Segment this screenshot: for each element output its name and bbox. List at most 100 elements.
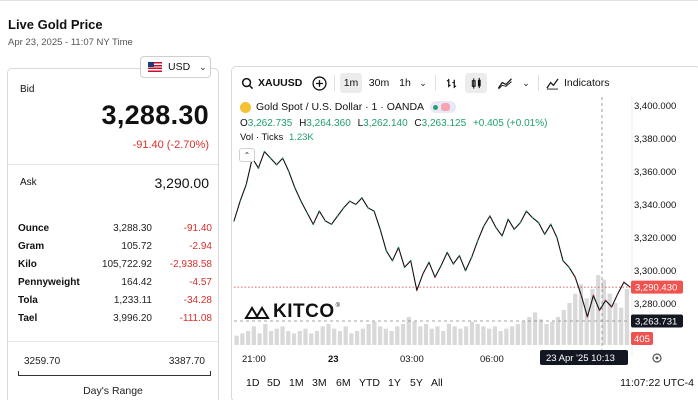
instrument-legend: Gold Spot / U.S. Dollar · 1 · OANDA	[240, 101, 457, 113]
volume-bar	[538, 319, 543, 345]
period-6m[interactable]: 6M	[336, 377, 351, 389]
bar-style-button[interactable]	[442, 73, 460, 93]
volume-bar	[607, 293, 612, 345]
volume-bar	[498, 331, 503, 345]
volume-bar	[320, 326, 325, 345]
days-range-high: 3387.70	[168, 356, 205, 367]
period-ytd[interactable]: YTD	[359, 377, 380, 389]
price-point	[281, 157, 284, 160]
ohlc-high: 3,264.360	[306, 118, 351, 129]
price-point	[543, 233, 546, 236]
currency-select[interactable]: USD ⌄	[140, 56, 211, 78]
collapse-legend-button[interactable]: ⌃	[239, 148, 255, 162]
settings-gear-icon-center	[655, 356, 659, 360]
settings-gear-icon	[652, 353, 662, 363]
price-point	[300, 200, 302, 203]
search-icon	[241, 77, 254, 89]
chart-type-dropdown-button[interactable]: ⌄	[520, 73, 532, 93]
volume-bar	[458, 328, 463, 345]
ohlc-low-label: L	[357, 118, 364, 129]
price-point	[568, 266, 570, 269]
unit-price: 3,996.20	[113, 313, 152, 324]
volume-bar	[452, 326, 457, 345]
ohlc-high-label: H	[299, 118, 307, 129]
price-point	[379, 228, 382, 231]
indicators-label: Indicators	[564, 77, 610, 89]
timeframe-1m[interactable]: 1m	[340, 73, 362, 93]
candles-style-button[interactable]	[465, 73, 487, 93]
x-tick-label: 06:00	[480, 354, 504, 365]
volume-bar	[268, 331, 274, 345]
volume-bar	[423, 324, 429, 345]
volume-bar	[624, 289, 629, 345]
period-all[interactable]: All	[431, 377, 443, 389]
price-point	[397, 246, 400, 249]
period-1y[interactable]: 1Y	[388, 377, 401, 389]
volume-bar	[274, 328, 279, 345]
price-point	[422, 273, 424, 275]
quote-panel	[7, 68, 219, 400]
period-3m[interactable]: 3M	[312, 377, 327, 389]
period-5y[interactable]: 5Y	[410, 377, 423, 389]
volume-bar	[309, 333, 314, 345]
timeframe-1h[interactable]: 1h	[399, 77, 411, 89]
volume-bar	[234, 335, 239, 345]
period-1m[interactable]: 1M	[289, 377, 304, 389]
y-tick-label: 3,280.000	[634, 299, 676, 310]
volume-bar	[555, 317, 561, 345]
period-1d[interactable]: 1D	[246, 377, 260, 389]
price-point	[452, 263, 455, 265]
volume-bar	[578, 284, 584, 345]
price-point	[482, 225, 485, 227]
ohlc-open-label: O	[240, 118, 248, 129]
price-point	[415, 289, 418, 292]
price-point	[440, 264, 442, 267]
chevron-up-icon: ⌃	[243, 150, 251, 160]
ohlc-close: 3,263.125	[421, 118, 467, 129]
unit-row-tael: Tael 3,996.20 -111.08	[18, 313, 212, 329]
price-point	[336, 215, 339, 217]
volume-bar	[584, 298, 589, 345]
price-chart-widget: XAUUSD 1m 30m 1h ⌄ ⌄ Indicators 3,280.0	[231, 66, 698, 400]
volume-bar	[550, 321, 555, 345]
price-point	[245, 183, 248, 186]
indicators-button[interactable]: Indicators	[546, 73, 618, 93]
symbol-search-button[interactable]: XAUUSD	[238, 73, 304, 93]
volume-bar	[475, 324, 480, 345]
top-divider	[0, 0, 698, 1]
currency-select-value: USD	[168, 61, 191, 73]
price-point	[257, 167, 260, 169]
divider	[8, 164, 218, 165]
period-5d[interactable]: 5D	[267, 377, 281, 389]
unit-name: Pennyweight	[18, 277, 80, 288]
volume-bar	[412, 321, 417, 345]
volume-bar	[355, 331, 360, 345]
volume-tag-bg	[631, 332, 653, 345]
market-status-badge[interactable]	[430, 101, 457, 113]
unit-change: -91.40	[183, 223, 212, 234]
price-plot[interactable]: 3,280.000 3,300.000 3,320.000 3,340.000 3,36…	[232, 67, 698, 400]
volume-tag: 405	[634, 334, 650, 345]
days-range-bar	[18, 371, 211, 376]
volume-bar	[429, 328, 434, 345]
chevron-down-icon: ⌄	[199, 61, 207, 72]
price-point	[580, 294, 583, 297]
volume-bar	[383, 328, 388, 345]
symbol-label: XAUUSD	[258, 77, 303, 89]
unit-change: -4.57	[189, 277, 212, 288]
area-style-button[interactable]	[494, 73, 516, 93]
timeframe-30m[interactable]: 30m	[368, 77, 390, 89]
area-chart-icon	[497, 77, 512, 89]
timeframe-dropdown-button[interactable]: ⌄	[417, 73, 429, 93]
y-tick-label: 3,320.000	[634, 233, 676, 244]
price-point	[629, 286, 631, 288]
volume-bar	[504, 328, 509, 345]
compare-symbol-button[interactable]	[310, 73, 328, 93]
price-point	[312, 223, 315, 226]
price-point	[239, 200, 241, 203]
volume-bar	[446, 324, 452, 345]
volume-bar	[280, 326, 285, 345]
x-tick-label: 21:00	[242, 354, 266, 365]
price-point	[233, 220, 235, 222]
crosshair-time-tag: 23 Apr '25 10:13	[546, 353, 615, 364]
